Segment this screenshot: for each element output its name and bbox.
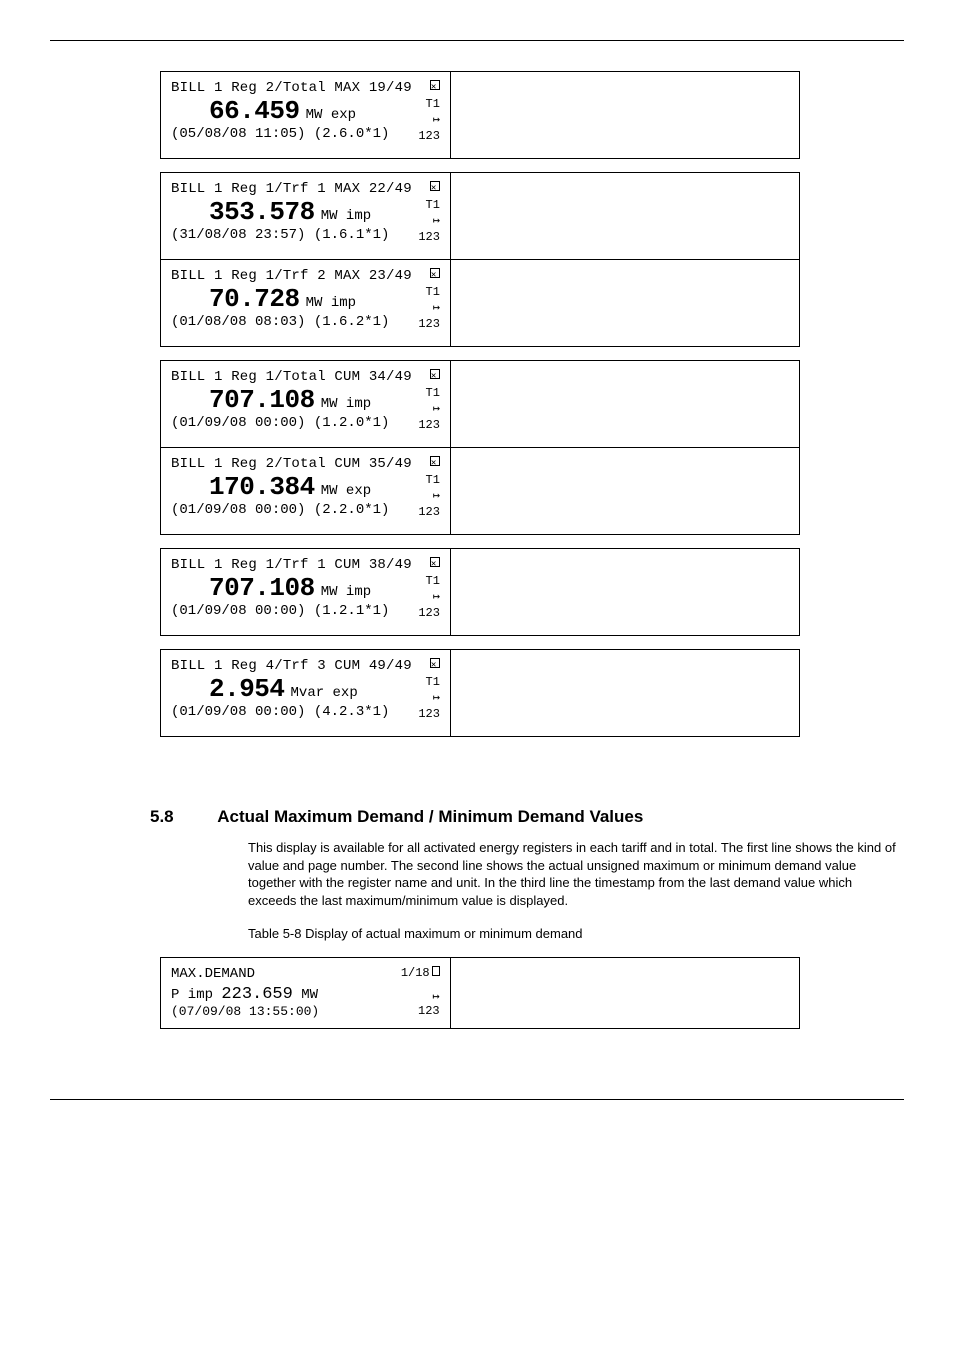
panel-tariff-code: T1	[418, 284, 440, 300]
panel-tariff-code: T1	[418, 573, 440, 589]
panel-unit: MW imp	[321, 584, 371, 600]
panel-footer: (01/08/08 08:03) (1.6.2*1)	[171, 314, 440, 330]
panel-value: 707.108	[209, 385, 315, 415]
panel-side-code: 123	[418, 706, 440, 722]
billing-panel: BILL 1 Reg 2/Total CUM 35/49170.384 MW ex…	[165, 452, 446, 530]
panel-side-code: 123	[418, 504, 440, 520]
panel-description-cell	[450, 260, 799, 347]
arrow-right-icon: ↦	[418, 690, 440, 706]
panel-side-code: 123	[418, 605, 440, 621]
panel-description-cell	[450, 173, 799, 260]
panel-side-indicators: T1↦123	[418, 181, 440, 245]
arrow-right-icon: ↦	[418, 300, 440, 316]
panel-description-cell	[450, 448, 799, 535]
panel-footer: (01/09/08 00:00) (4.2.3*1)	[171, 704, 440, 720]
panel-unit: MW exp	[306, 107, 356, 123]
panel-side-indicators: T1↦123	[418, 456, 440, 520]
close-icon	[430, 456, 440, 466]
demand-table: MAX.DEMAND P imp 223.659 MW (07/09/08 13…	[50, 957, 904, 1029]
close-icon	[430, 557, 440, 567]
panel-header: BILL 1 Reg 2/Total CUM 35/49	[171, 456, 440, 472]
panel-tariff-code: T1	[418, 197, 440, 213]
panel-footer: (01/09/08 00:00) (2.2.0*1)	[171, 502, 440, 518]
panel-unit: MW imp	[321, 208, 371, 224]
billing-panel: BILL 1 Reg 1/Trf 1 CUM 38/49707.108 MW im…	[165, 553, 446, 631]
page-bottom-rule	[50, 1099, 904, 1100]
panel-tariff-code: T1	[418, 96, 440, 112]
close-icon	[430, 369, 440, 379]
billing-panel: BILL 1 Reg 1/Total CUM 34/49707.108 MW im…	[165, 365, 446, 443]
demand-page-indicator: 1/18	[401, 966, 430, 980]
panel-side-code: 123	[418, 417, 440, 433]
panel-value: 70.728	[209, 284, 300, 314]
demand-row-value: 223.659	[221, 985, 292, 1004]
panel-footer: (31/08/08 23:57) (1.6.1*1)	[171, 227, 440, 243]
panel-footer: (05/08/08 11:05) (2.6.0*1)	[171, 126, 440, 142]
panel-header: BILL 1 Reg 4/Trf 3 CUM 49/49	[171, 658, 440, 674]
arrow-right-icon: ↦	[418, 112, 440, 128]
panel-side-indicators: T1↦123	[418, 557, 440, 621]
demand-description-cell	[450, 957, 799, 1028]
panel-side-indicators: T1↦123	[418, 268, 440, 332]
panel-unit: MW imp	[306, 295, 356, 311]
panel-header: BILL 1 Reg 1/Trf 1 MAX 22/49	[171, 181, 440, 197]
close-icon	[430, 181, 440, 191]
demand-footer: (07/09/08 13:55:00)	[171, 1004, 440, 1019]
panel-description-cell	[450, 549, 799, 636]
panel-value: 707.108	[209, 573, 315, 603]
page-top-rule	[50, 40, 904, 41]
section-body: This display is available for all activa…	[248, 839, 900, 909]
demand-side-indicators: 1/18 ↦ 123	[401, 966, 440, 1018]
panel-value: 353.578	[209, 197, 315, 227]
panel-unit: MW imp	[321, 396, 371, 412]
close-icon	[430, 268, 440, 278]
panel-header: BILL 1 Reg 1/Trf 2 MAX 23/49	[171, 268, 440, 284]
panel-side-indicators: T1↦123	[418, 80, 440, 144]
arrow-right-icon: ↦	[418, 488, 440, 504]
billing-panel: BILL 1 Reg 4/Trf 3 CUM 49/492.954 Mvar ex…	[165, 654, 446, 732]
panel-tariff-code: T1	[418, 385, 440, 401]
panel-header: BILL 1 Reg 2/Total MAX 19/49	[171, 80, 440, 96]
billing-panel: BILL 1 Reg 1/Trf 1 MAX 22/49353.578 MW im…	[165, 177, 446, 255]
close-icon	[430, 80, 440, 90]
panel-header: BILL 1 Reg 1/Total CUM 34/49	[171, 369, 440, 385]
panel-footer: (01/09/08 00:00) (1.2.0*1)	[171, 415, 440, 431]
panel-tariff-code: T1	[418, 472, 440, 488]
arrow-right-icon: ↦	[418, 401, 440, 417]
panel-value: 170.384	[209, 472, 315, 502]
panel-side-code: 123	[418, 229, 440, 245]
demand-row-label: P imp	[171, 987, 213, 1003]
section-title: Actual Maximum Demand / Minimum Demand V…	[217, 807, 643, 826]
billing-panels-table: BILL 1 Reg 2/Total MAX 19/4966.459 MW exp…	[50, 71, 904, 737]
arrow-right-icon: ↦	[418, 589, 440, 605]
close-icon	[430, 658, 440, 668]
section-number: 5.8	[150, 807, 174, 826]
panel-header: BILL 1 Reg 1/Trf 1 CUM 38/49	[171, 557, 440, 573]
demand-header-left: MAX.DEMAND	[171, 966, 255, 982]
panel-side-code: 123	[418, 128, 440, 144]
panel-value: 2.954	[209, 674, 285, 704]
billing-panel: BILL 1 Reg 2/Total MAX 19/4966.459 MW exp…	[165, 76, 446, 154]
demand-side-code: 123	[401, 1004, 440, 1018]
arrow-right-icon: ↦	[418, 213, 440, 229]
panel-side-code: 123	[418, 316, 440, 332]
demand-row-unit: MW	[301, 987, 318, 1003]
arrow-right-icon: ↦	[432, 990, 439, 1004]
panel-value: 66.459	[209, 96, 300, 126]
demand-panel: MAX.DEMAND P imp 223.659 MW (07/09/08 13…	[165, 962, 446, 1024]
section-table-lead: Table 5-8 Display of actual maximum or m…	[248, 925, 900, 943]
panel-unit: MW exp	[321, 483, 371, 499]
panel-tariff-code: T1	[418, 674, 440, 690]
section-5-8: 5.8 Actual Maximum Demand / Minimum Dema…	[150, 807, 900, 943]
panel-description-cell	[450, 650, 799, 737]
panel-description-cell	[450, 361, 799, 448]
panel-side-indicators: T1↦123	[418, 658, 440, 722]
panel-side-indicators: T1↦123	[418, 369, 440, 433]
panel-footer: (01/09/08 00:00) (1.2.1*1)	[171, 603, 440, 619]
page-icon	[432, 966, 440, 976]
panel-unit: Mvar exp	[291, 685, 358, 701]
panel-description-cell	[450, 72, 799, 159]
billing-panel: BILL 1 Reg 1/Trf 2 MAX 23/4970.728 MW imp…	[165, 264, 446, 342]
